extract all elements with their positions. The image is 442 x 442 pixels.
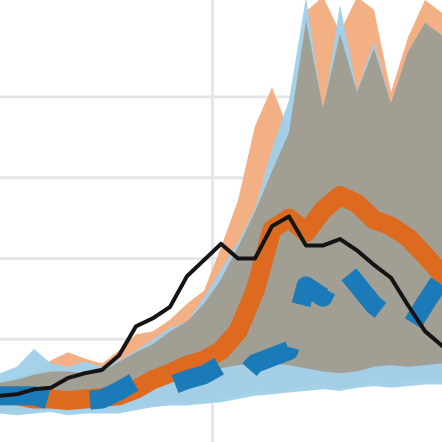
gray-overlap-area [0, 21, 442, 403]
blue-dashes-series [0, 253, 442, 411]
series-lines [0, 186, 442, 411]
black-line-series [0, 214, 442, 398]
orange-line-series [0, 186, 442, 411]
confidence-bands [0, 0, 442, 416]
